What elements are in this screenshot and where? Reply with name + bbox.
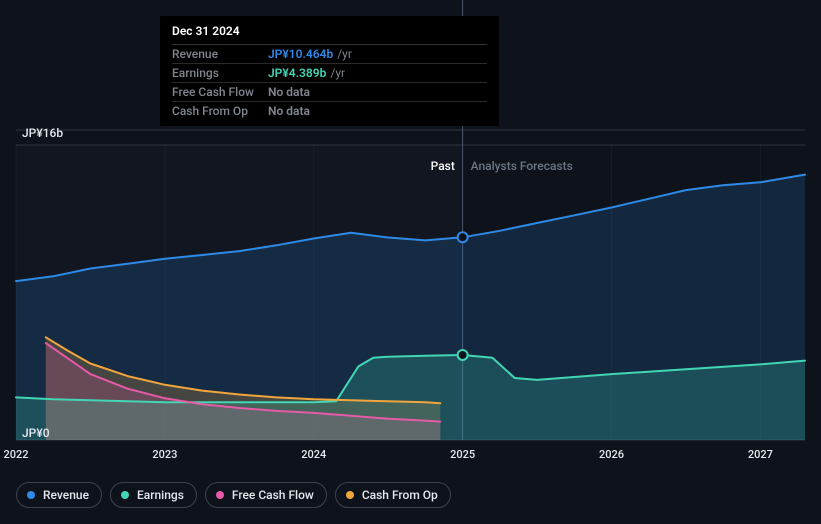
x-axis-label: 2024 (301, 448, 326, 461)
tooltip-row-value: JP¥10.464b (268, 47, 333, 61)
tooltip-date: Dec 31 2024 (172, 24, 487, 45)
legend-item-label: Earnings (137, 488, 184, 502)
tooltip-row-value: No data (268, 85, 310, 99)
tooltip-row: Cash From OpNo data (172, 102, 487, 120)
plot-area[interactable]: JP¥16b JP¥0 Past Analysts Forecasts 2022… (16, 130, 805, 440)
legend-dot-icon (216, 491, 224, 499)
legend-dot-icon (27, 491, 35, 499)
chart-tooltip: Dec 31 2024 RevenueJP¥10.464b/yrEarnings… (160, 16, 499, 126)
tooltip-row-label: Free Cash Flow (172, 85, 268, 99)
legend-item-label: Cash From Op (362, 488, 438, 502)
x-axis-label: 2023 (152, 448, 177, 461)
tooltip-row-value: JP¥4.389b (268, 66, 326, 80)
y-axis-label-max: JP¥16b (22, 126, 63, 140)
legend-item-free-cash-flow[interactable]: Free Cash Flow (205, 482, 327, 508)
tooltip-row-label: Revenue (172, 47, 268, 61)
financial-chart: Dec 31 2024 RevenueJP¥10.464b/yrEarnings… (16, 0, 805, 524)
legend-item-label: Revenue (43, 488, 89, 502)
tooltip-row-label: Cash From Op (172, 104, 268, 118)
tooltip-row-suffix: /yr (337, 47, 352, 61)
x-axis-label: 2022 (3, 448, 28, 461)
tooltip-row: Free Cash FlowNo data (172, 83, 487, 102)
x-axis-label: 2026 (599, 448, 624, 461)
legend-dot-icon (121, 491, 129, 499)
past-label: Past (431, 159, 455, 173)
tooltip-row: EarningsJP¥4.389b/yr (172, 64, 487, 83)
tooltip-row-label: Earnings (172, 66, 268, 80)
tooltip-row-suffix: /yr (330, 66, 345, 80)
x-axis-label: 2027 (748, 448, 773, 461)
legend-item-cash-from-op[interactable]: Cash From Op (335, 482, 451, 508)
legend-item-label: Free Cash Flow (232, 488, 314, 502)
tooltip-row-value: No data (268, 104, 310, 118)
chart-legend: Revenue Earnings Free Cash Flow Cash From O… (16, 482, 451, 508)
y-axis-label-min: JP¥0 (22, 426, 50, 440)
legend-item-revenue[interactable]: Revenue (16, 482, 102, 508)
legend-dot-icon (346, 491, 354, 499)
legend-item-earnings[interactable]: Earnings (110, 482, 197, 508)
tooltip-row: RevenueJP¥10.464b/yr (172, 45, 487, 64)
x-axis-label: 2025 (450, 448, 475, 461)
forecast-label: Analysts Forecasts (471, 159, 573, 173)
